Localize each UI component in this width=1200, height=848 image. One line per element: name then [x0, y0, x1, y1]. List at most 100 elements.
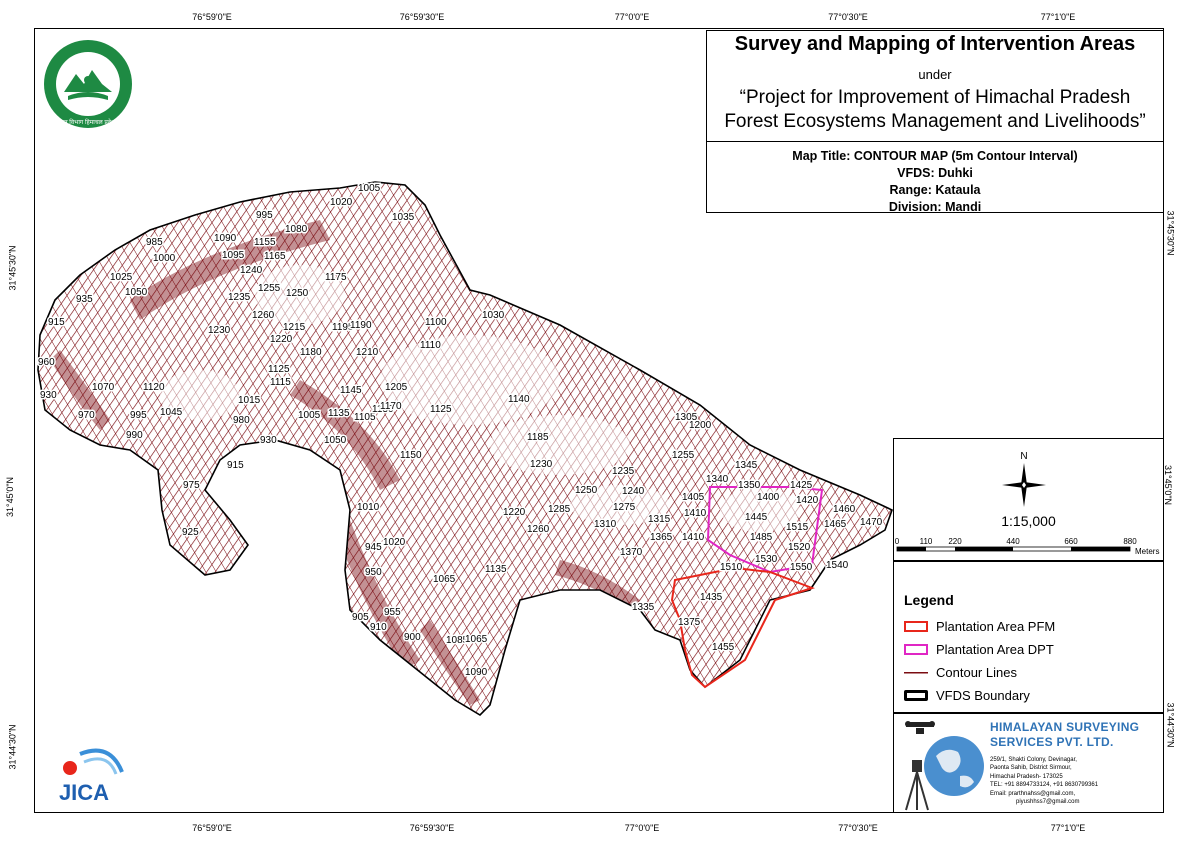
dpt-swatch-icon	[904, 644, 928, 655]
lon-label-bottom-1: 76°59'0"E	[192, 823, 232, 833]
contour-label: 1155	[254, 237, 276, 248]
contour-label: 985	[146, 237, 163, 248]
contour-label: 935	[76, 294, 93, 305]
legend-item-pfm: Plantation Area PFM	[904, 619, 1055, 634]
contour-label: 1015	[238, 395, 261, 406]
legend-label: Contour Lines	[936, 665, 1017, 680]
contour-label: 1405	[682, 492, 705, 503]
contour-label: 945	[365, 542, 382, 553]
legend-label: VFDS Boundary	[936, 688, 1030, 703]
plantation-area-pfm	[670, 566, 816, 689]
contour-label: 1345	[735, 460, 758, 471]
contour-label: 1105	[354, 412, 376, 423]
plantation-area-dpt	[706, 486, 824, 574]
contour-label: 1530	[755, 554, 778, 565]
contour-label: 1285	[548, 504, 571, 515]
contour-label: 1125	[430, 404, 452, 415]
contour-label: 1260	[527, 524, 550, 535]
contour-label: 1065	[433, 574, 456, 585]
contour-label: 1080	[285, 224, 308, 235]
contour-label: 975	[183, 480, 200, 491]
forest-logo-text: वन विभाग हिमाचल प्रदेश	[61, 118, 116, 126]
jica-logo: JICA	[59, 748, 124, 805]
contour-label: 1030	[482, 310, 505, 321]
contour-label: 1410	[684, 508, 707, 519]
contour-label: 1425	[790, 480, 813, 491]
contour-label: 1190	[350, 320, 372, 331]
contour-label: 970	[78, 410, 95, 421]
contour-label: 1050	[324, 435, 347, 446]
contour-label: 1125	[268, 364, 290, 375]
under-text: under	[918, 67, 952, 82]
contour-label: 1025	[110, 272, 133, 283]
contour-label: 1115	[270, 377, 291, 388]
map-title: Map Title: CONTOUR MAP (5m Contour Inter…	[792, 149, 1078, 163]
contour-label: 1400	[757, 492, 780, 503]
contour-label: 1220	[270, 334, 293, 345]
scale-units: Meters	[1135, 547, 1159, 556]
contour-label: 1540	[826, 560, 849, 571]
company-name-line2: SERVICES PVT. LTD.	[990, 735, 1114, 749]
contour-label: 1020	[383, 537, 406, 548]
address-line: piyushhss7@gmail.com	[1016, 799, 1080, 806]
contour-label: 915	[227, 460, 244, 471]
scale-tick: 110	[920, 537, 933, 546]
address-line: Himachal Pradesh- 173025	[990, 773, 1063, 780]
contour-label: 1085	[446, 635, 469, 646]
contour-label: 1130	[372, 404, 394, 415]
contour-label: 1175	[325, 272, 347, 283]
north-arrow-icon: N	[1002, 451, 1046, 507]
contour-label: 1215	[283, 322, 306, 333]
contour-label: 1230	[208, 325, 231, 336]
contour-label: 1235	[612, 466, 635, 477]
contour-label: 1135	[328, 408, 350, 419]
contour-label: 1350	[738, 480, 761, 491]
legend-item-contour: Contour Lines	[904, 665, 1017, 680]
scale-panel: N 1:15,000 0 110 220 440 660 880 Meters	[893, 438, 1164, 561]
contour-label: 1365	[650, 532, 673, 543]
division-name: Division: Mandi	[888, 200, 982, 214]
project-name-line2: Forest Ecosystems Management and Livelih…	[724, 111, 1146, 132]
lon-label-top-5: 77°1'0"E	[1040, 12, 1076, 22]
surveyor-globe-icon	[905, 721, 984, 811]
contour-label: 1205	[385, 382, 408, 393]
contour-label: 1140	[508, 394, 530, 405]
contour-label: 1045	[160, 407, 183, 418]
vfds-swatch-icon	[904, 690, 928, 701]
contour-label: 1180	[300, 347, 322, 358]
pfm-swatch-icon	[904, 621, 928, 632]
contour-label: 1005	[358, 183, 381, 194]
contour-label: 950	[365, 567, 382, 578]
project-name-line1: “Project for Improvement of Himachal Pra…	[739, 87, 1131, 108]
scale-bar: 0 110 220 440 660 880 Meters	[895, 537, 1160, 556]
contour-label: 1370	[620, 547, 643, 558]
contour-label: 1185	[527, 432, 549, 443]
legend-panel: Legend Plantation Area PFM Plantation Ar…	[893, 561, 1164, 713]
scale-ratio: 1:15,000	[1001, 513, 1056, 529]
contour-label: 1090	[465, 667, 488, 678]
contour-label: 995	[256, 210, 273, 221]
scale-tick: 880	[1123, 537, 1137, 546]
contour-label: 1255	[672, 450, 695, 461]
contour-label: 1095	[222, 250, 245, 261]
contour-label: 980	[233, 415, 250, 426]
contour-label: 1145	[340, 385, 362, 396]
contour-label: 1335	[632, 602, 655, 613]
contour-label: 1070	[92, 382, 115, 393]
contour-label: 1465	[824, 519, 847, 530]
contour-label: 1250	[575, 485, 598, 496]
scale-tick: 660	[1064, 537, 1078, 546]
contour-label: 910	[370, 622, 387, 633]
lon-label-bottom-2: 76°59'30"E	[409, 823, 455, 833]
contour-label: 1220	[503, 507, 526, 518]
contour-label: 925	[182, 527, 199, 538]
company-address: 259/1, Shakti Colony, Devinagar, Paonta …	[990, 756, 1098, 806]
contour-label: 1165	[264, 251, 286, 262]
contour-label: 1510	[720, 562, 743, 573]
contour-label: 1235	[228, 292, 251, 303]
contour-label: 900	[404, 632, 421, 643]
contour-label: 995	[130, 410, 147, 421]
legend-item-vfds: VFDS Boundary	[904, 688, 1030, 703]
lon-label-top-1: 76°59'0"E	[192, 12, 232, 22]
